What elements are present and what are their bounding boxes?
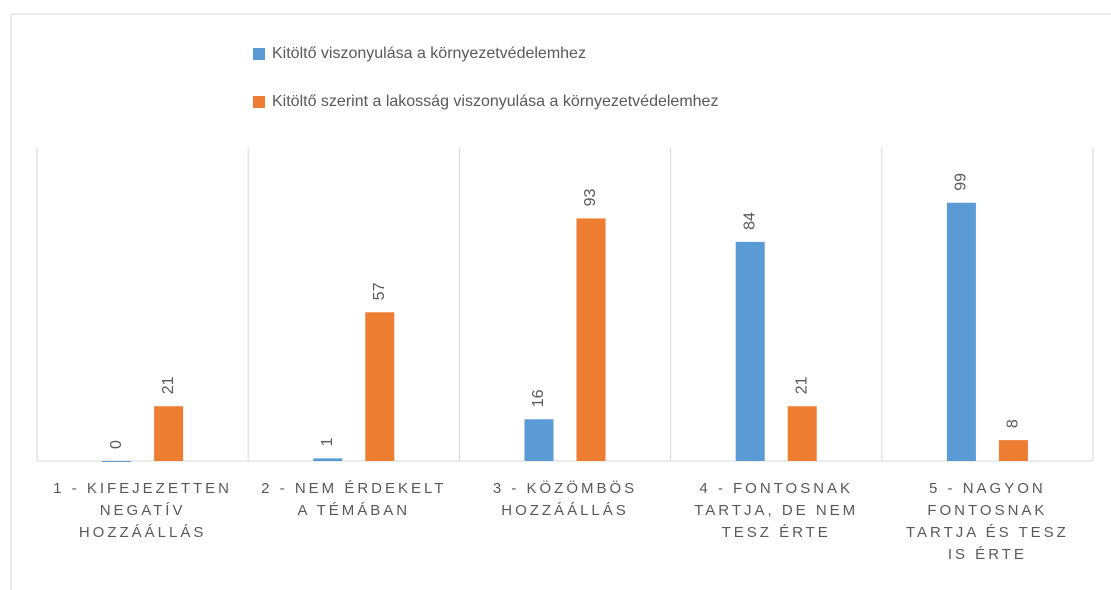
data-label: 57 — [371, 282, 388, 300]
legend-swatch — [253, 48, 265, 60]
data-label: 93 — [582, 189, 599, 207]
chart-border — [10, 13, 1111, 590]
bar — [787, 406, 817, 461]
data-label: 8 — [1005, 419, 1022, 428]
x-tick-label: 1 - KIFEJEZETTEN NEGATÍV HOZZÁÁLLÁS — [53, 480, 233, 541]
legend-label: Kitöltő szerint a lakosság viszonyulása … — [272, 93, 718, 110]
legend-swatch — [253, 96, 265, 108]
x-tick-label: 2 - NEM ÉRDEKELT A TÉMÁBAN — [261, 480, 447, 519]
data-label: 1 — [319, 437, 336, 446]
data-label: 99 — [953, 173, 970, 191]
data-label: 0 — [108, 440, 125, 449]
bar — [576, 218, 606, 461]
data-label: 21 — [793, 376, 810, 394]
bar — [102, 461, 132, 462]
bar — [735, 241, 765, 461]
x-tick-label: 5 - NAGYON FONTOSNAK TARTJA ÉS TESZ IS É… — [905, 480, 1069, 563]
bar — [946, 202, 976, 461]
bar — [998, 440, 1028, 461]
legend-label: Kitöltő viszonyulása a környezetvédelemh… — [272, 45, 586, 62]
data-label: 84 — [741, 212, 758, 230]
x-tick-label: 3 - KÖZÖMBÖS HOZZÁÁLLÁS — [492, 480, 638, 519]
bar — [154, 406, 184, 461]
bar — [524, 419, 554, 461]
bar — [365, 312, 395, 461]
data-label: 16 — [530, 389, 547, 407]
bar — [313, 458, 343, 461]
data-label: 21 — [160, 376, 177, 394]
x-tick-label: 4 - FONTOSNAK TARTJA, DE NEM TESZ ÉRTE — [694, 480, 859, 541]
